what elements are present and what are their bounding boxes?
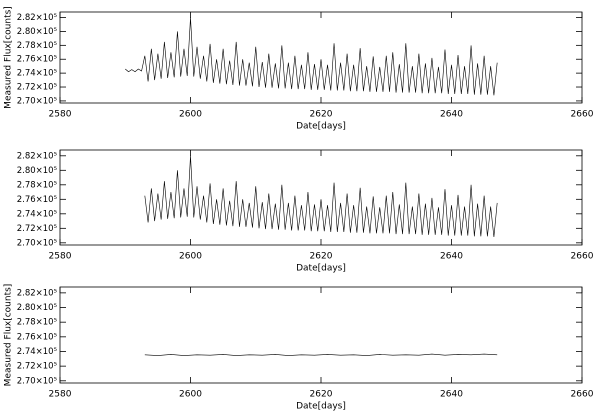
y-tick-label: 2.78×10⁵	[17, 318, 57, 328]
plot-frame	[59, 286, 583, 384]
x-tick-label: 2620	[310, 252, 333, 262]
flux-line	[125, 17, 498, 96]
y-tick-label: 2.72×10⁵	[17, 224, 57, 234]
y-tick-label: 2.82×10⁵	[17, 151, 57, 161]
y-tick-label: 2.74×10⁵	[17, 347, 57, 357]
x-tick-label: 2660	[571, 110, 594, 120]
y-tick-label: 2.76×10⁵	[17, 195, 57, 205]
x-axis-label: Date[days]	[296, 122, 346, 132]
x-tick-label: 2580	[49, 110, 72, 120]
x-tick-label: 2600	[179, 390, 202, 400]
y-tick-label: 2.78×10⁵	[17, 180, 57, 190]
x-tick-label: 2640	[440, 110, 463, 120]
y-tick-label: 2.80×10⁵	[17, 166, 57, 176]
y-tick-label: 2.72×10⁵	[17, 362, 57, 372]
y-tick-label: 2.70×10⁵	[17, 376, 57, 386]
x-tick-label: 2600	[179, 110, 202, 120]
y-tick-label: 2.74×10⁵	[17, 209, 57, 219]
y-tick-label: 2.76×10⁵	[17, 332, 57, 342]
y-tick-label: 2.76×10⁵	[17, 55, 57, 65]
y-tick-label: 2.78×10⁵	[17, 41, 57, 51]
x-axis-label: Date[days]	[296, 264, 346, 274]
y-tick-label: 2.70×10⁵	[17, 238, 57, 248]
y-tick-label: 2.80×10⁵	[17, 303, 57, 313]
y-tick-label: 2.82×10⁵	[17, 288, 57, 298]
x-tick-label: 2620	[310, 110, 333, 120]
plot-frame	[59, 149, 583, 246]
x-tick-label: 2620	[310, 390, 333, 400]
x-tick-label: 2600	[179, 252, 202, 262]
y-axis-label: Measured Flux[counts]	[4, 284, 14, 387]
y-tick-label: 2.70×10⁵	[17, 96, 57, 106]
y-tick-label: 2.80×10⁵	[17, 27, 57, 37]
x-axis-label: Date[days]	[296, 402, 346, 412]
y-tick-label: 2.82×10⁵	[17, 13, 57, 23]
flux-line	[144, 353, 498, 356]
x-tick-label: 2640	[440, 390, 463, 400]
flux-line	[144, 155, 498, 238]
x-tick-label: 2660	[571, 252, 594, 262]
x-tick-label: 2580	[49, 252, 72, 262]
x-tick-label: 2640	[440, 252, 463, 262]
y-tick-label: 2.72×10⁵	[17, 83, 57, 93]
x-tick-label: 2580	[49, 390, 72, 400]
y-tick-label: 2.74×10⁵	[17, 69, 57, 79]
y-axis-label: Measured Flux[counts]	[4, 6, 14, 109]
x-tick-label: 2660	[571, 390, 594, 400]
plot-frame	[59, 11, 583, 104]
